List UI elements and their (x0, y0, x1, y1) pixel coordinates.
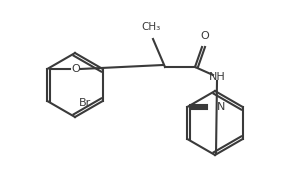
Text: CH₃: CH₃ (141, 22, 161, 32)
Text: Br: Br (79, 98, 91, 108)
Text: O: O (201, 31, 209, 41)
Text: NH: NH (209, 72, 225, 82)
Text: O: O (71, 64, 80, 74)
Text: N: N (217, 102, 226, 112)
